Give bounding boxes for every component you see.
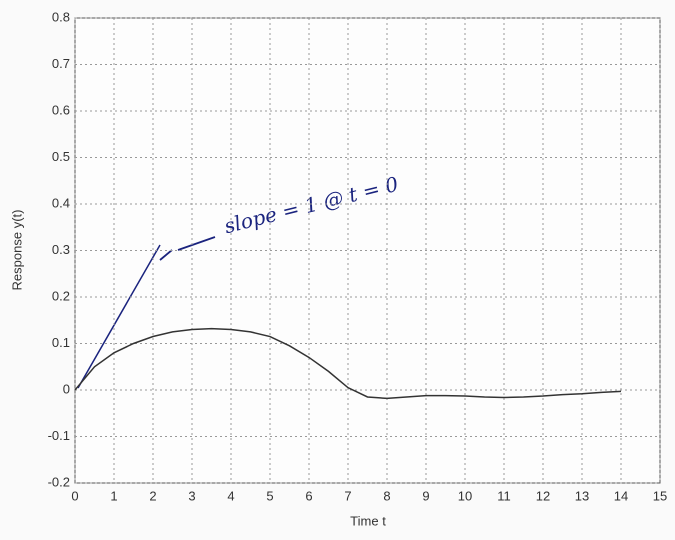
x-tick-label: 3: [188, 488, 195, 503]
x-axis-label: Time t: [350, 513, 386, 528]
x-tick-label: 14: [614, 488, 628, 503]
y-tick-label: 0.7: [52, 56, 70, 71]
plot-area: [74, 17, 661, 484]
x-tick-label: 11: [497, 488, 511, 503]
hand-arrow: [159, 236, 216, 261]
x-tick-label: 0: [71, 488, 78, 503]
x-tick-label: 6: [305, 488, 312, 503]
y-tick-label: 0.1: [52, 335, 70, 350]
y-tick-label: 0.8: [52, 9, 70, 24]
x-tick-label: 13: [575, 488, 589, 503]
x-tick-label: 7: [344, 488, 351, 503]
y-tick-label: 0.4: [52, 195, 70, 210]
x-tick-label: 15: [653, 488, 667, 503]
x-tick-label: 12: [536, 488, 550, 503]
y-axis-label: Response y(t): [9, 210, 24, 291]
y-tick-label: 0.6: [52, 102, 70, 117]
y-tick-label: -0.1: [48, 428, 70, 443]
y-tick-label: -0.2: [48, 474, 70, 489]
x-tick-label: 9: [422, 488, 429, 503]
x-tick-label: 4: [227, 488, 234, 503]
x-tick-label: 5: [266, 488, 273, 503]
x-tick-label: 1: [110, 488, 117, 503]
x-tick-label: 10: [458, 488, 472, 503]
hand-tangent: [77, 244, 161, 389]
y-tick-label: 0.3: [52, 242, 70, 257]
y-tick-label: 0: [63, 381, 70, 396]
x-tick-label: 2: [149, 488, 156, 503]
line: [74, 327, 622, 400]
y-tick-label: 0.2: [52, 288, 70, 303]
x-tick-label: 8: [383, 488, 390, 503]
y-tick-label: 0.5: [52, 149, 70, 164]
